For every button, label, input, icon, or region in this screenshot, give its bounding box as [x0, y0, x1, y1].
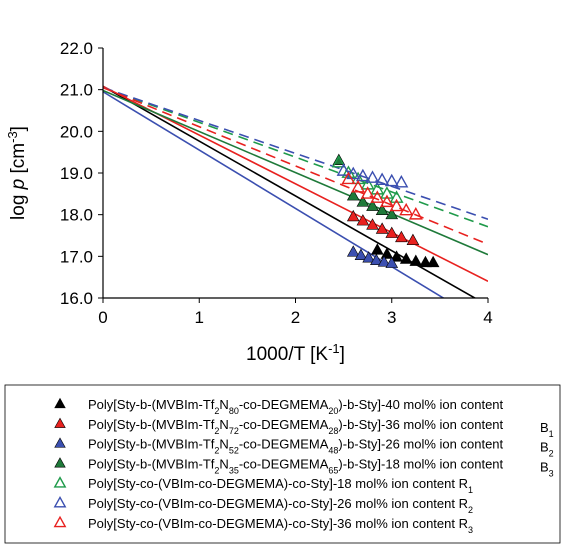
legend-marker-6 [53, 495, 67, 508]
data-point-series-5-1 [331, 154, 346, 168]
legend-box [4, 384, 561, 544]
data-point-series-7-5 [379, 194, 394, 208]
x-tick-label: 2 [291, 308, 300, 327]
data-point-series-2-6 [395, 230, 408, 243]
legend-marker-1 [54, 397, 66, 409]
legend-side-label-3: B2 [540, 440, 554, 459]
data-point-series-3-6 [385, 256, 399, 268]
series-4-points [332, 153, 399, 220]
legend-side-label-2: B1 [540, 420, 554, 439]
y-tick-label: 22.0 [60, 39, 93, 58]
data-point-series-5-6 [379, 186, 394, 199]
legend-entry-3: Poly[Sty-b-(MVBIm-Tf2N52-co-DEGMEMA48)-b… [88, 437, 504, 456]
legend-side-label-4: B3 [540, 459, 554, 478]
data-point-series-7-6 [389, 198, 404, 212]
data-point-series-7-3 [360, 186, 375, 199]
data-point-series-2-3 [366, 218, 379, 230]
legend-marker-5 [53, 476, 67, 488]
fit-line-series-3 [103, 91, 445, 298]
legend-marker-2 [54, 417, 66, 428]
data-point-series-2-1 [346, 209, 360, 222]
legend-entry-6: Poly[Sty-co-(VBIm-co-DEGMEMA)-co-Sty]-26… [88, 496, 473, 515]
data-point-series-1-6 [419, 255, 432, 268]
y-tick-label: 20.0 [60, 122, 93, 141]
data-point-series-1-5 [409, 254, 423, 266]
data-point-series-5-5 [370, 182, 385, 195]
y-tick-label: 19.0 [60, 164, 93, 183]
fit-line-series-7 [103, 86, 488, 245]
data-point-series-3-4 [370, 253, 383, 266]
data-point-series-4-6 [385, 207, 399, 220]
legend-entry-7: Poly[Sty-co-(VBIm-co-DEGMEMA)-co-Sty]-36… [88, 516, 473, 535]
data-point-series-1-3 [390, 250, 403, 262]
axes: 0 1 2 3 4 16.0 17.0 18.0 19.0 20.0 21.0 22.0 1000/T … [5, 39, 493, 365]
data-point-series-4-3 [356, 195, 370, 207]
legend-marker-4 [54, 457, 66, 468]
x-tick-label: 4 [483, 308, 492, 327]
x-axis-label: 1000/T [K-1] [246, 341, 345, 366]
legend-entry-4: Poly[Sty-b-(MVBIm-Tf2N35-co-DEGMEMA65)-b… [88, 456, 504, 475]
data-point-series-2-4 [375, 222, 389, 234]
series-3-points [346, 245, 399, 268]
data-point-series-1-7 [426, 255, 440, 268]
data-point-series-7-1 [341, 171, 356, 185]
y-tick-label: 16.0 [60, 289, 93, 308]
data-point-series-4-5 [375, 203, 389, 215]
data-point-series-7-7 [399, 202, 414, 216]
y-tick-label: 17.0 [60, 247, 93, 266]
series-2-points [346, 209, 420, 245]
data-point-series-6-5 [375, 172, 390, 185]
data-point-series-6-4 [365, 170, 380, 183]
series-1-points [371, 243, 440, 268]
data-point-series-3-1 [346, 245, 360, 257]
fit-line-series-5 [103, 86, 488, 228]
plot-area [103, 85, 488, 298]
data-point-series-7-8 [408, 207, 423, 220]
y-tick-label: 21.0 [60, 81, 93, 100]
x-tick-label: 1 [195, 308, 204, 327]
fit-lines [103, 85, 488, 298]
x-tick-label: 3 [387, 308, 396, 327]
data-point-series-3-2 [354, 248, 368, 261]
fit-line-series-1 [103, 85, 477, 298]
legend-marker-3 [54, 437, 66, 448]
legend-entry-5: Poly[Sty-co-(VBIm-co-DEGMEMA)-co-Sty]-18… [88, 476, 473, 495]
data-point-series-6-1 [336, 163, 351, 176]
data-point-series-3-5 [377, 255, 391, 267]
data-point-series-2-7 [406, 233, 420, 245]
legend: Poly[Sty-b-(MVBIm-Tf2N80-co-DEGMEMA20)-b… [4, 384, 561, 544]
data-point-series-6-3 [355, 168, 370, 182]
data-point-series-6-2 [346, 166, 361, 180]
x-tick-label: 0 [98, 308, 107, 327]
fit-line-series-4 [103, 89, 488, 256]
legend-entry-1: Poly[Sty-b-(MVBIm-Tf2N80-co-DEGMEMA20)-b… [88, 397, 504, 416]
fit-line-series-6 [103, 86, 488, 221]
data-point-series-3-3 [362, 251, 375, 263]
series-7-points [341, 171, 423, 220]
y-axis-label: log p [cm-3] [5, 126, 30, 220]
fit-line-series-2 [103, 85, 488, 283]
data-point-series-7-2 [351, 179, 366, 193]
data-point-series-2-2 [356, 214, 370, 226]
data-point-series-1-1 [371, 243, 384, 255]
data-point-series-4-4 [366, 199, 379, 211]
data-point-series-4-2 [346, 189, 360, 201]
legend-entry-2: Poly[Sty-b-(MVBIm-Tf2N72-co-DEGMEMA28)-b… [88, 417, 504, 436]
data-point-series-5-7 [389, 190, 404, 203]
data-point-series-6-6 [384, 173, 399, 187]
data-point-series-1-4 [399, 252, 413, 264]
data-point-series-7-4 [370, 190, 385, 203]
series-6-points [336, 163, 409, 188]
y-tick-label: 18.0 [60, 206, 93, 225]
legend-marker-7 [53, 515, 67, 528]
data-point-series-2-5 [385, 226, 399, 238]
data-point-series-6-7 [394, 174, 409, 188]
